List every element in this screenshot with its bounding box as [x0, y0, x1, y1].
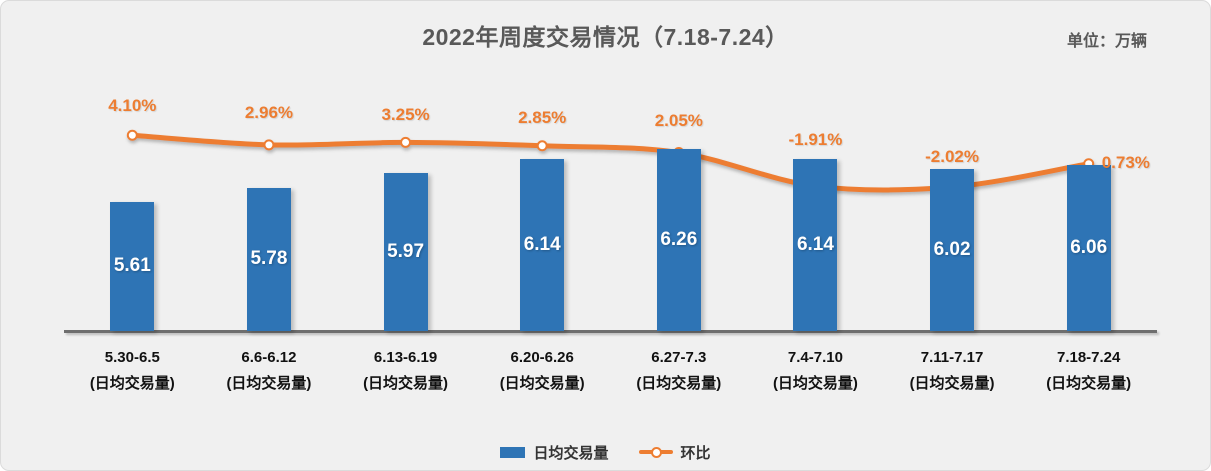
x-axis-week-range: 7.11-7.17: [920, 349, 984, 366]
bar: [656, 149, 701, 331]
line-point-marker: [400, 136, 412, 148]
x-axis-label: 6.6-6.12 (日均交易量): [199, 345, 339, 397]
chart-title: 2022年周度交易情况（7.18-7.24）: [422, 24, 789, 50]
x-axis-label: 7.11-7.17 (日均交易量): [882, 345, 1022, 397]
line-point-label: -2.02%: [925, 146, 979, 166]
unit-label: 单位：万辆: [1066, 33, 1147, 50]
x-axis-label: 6.20-6.26 (日均交易量): [472, 345, 612, 397]
bar-value-label: 6.02: [933, 238, 971, 260]
legend: 日均交易量 环比: [1, 439, 1210, 465]
line-point-label: 2.85%: [518, 107, 567, 127]
legend-line-marker-icon: [638, 445, 673, 459]
x-axis-label: 7.18-7.24 (日均交易量): [1019, 345, 1159, 397]
x-axis-week-range: 6.6-6.12: [241, 349, 297, 366]
x-axis-sublabel: (日均交易量): [909, 375, 995, 392]
line-point-marker: [263, 139, 275, 151]
bar-value-label: 6.06: [1070, 237, 1108, 259]
x-axis-sublabel: (日均交易量): [772, 375, 858, 392]
x-axis-week-range: 7.18-7.24: [1056, 349, 1121, 366]
bar-value-label: 6.14: [796, 233, 834, 255]
line-point-label: -1.91%: [788, 130, 843, 150]
bar: [383, 172, 428, 331]
x-axis-week-range: 6.20-6.26: [510, 349, 574, 366]
line-point-marker: [126, 129, 138, 141]
line-point-label: 2.96%: [244, 102, 294, 122]
bar-value-label: 5.61: [113, 255, 151, 277]
bar-value-label: 6.14: [523, 233, 561, 255]
x-axis-label: 6.13-6.19 (日均交易量): [336, 345, 476, 397]
x-axis-line: [64, 330, 1157, 333]
x-axis-sublabel: (日均交易量): [636, 375, 722, 392]
x-axis-label: 6.27-7.3 (日均交易量): [609, 345, 749, 397]
x-axis-week-range: 7.4-7.10: [787, 349, 843, 366]
x-axis-week-range: 6.13-6.19: [373, 349, 438, 366]
x-axis-sublabel: (日均交易量): [89, 375, 175, 392]
bar: [1066, 165, 1111, 331]
x-axis-sublabel: (日均交易量): [1046, 375, 1132, 392]
x-axis-week-range: 6.27-7.3: [651, 349, 707, 366]
x-axis-label: 5.30-6.5 (日均交易量): [62, 345, 202, 397]
line-point-label: 0.73%: [1101, 152, 1150, 172]
bar: [793, 158, 838, 331]
bar: [110, 201, 155, 331]
legend-bar-label: 日均交易量: [533, 444, 609, 462]
bar-value-label: 5.97: [387, 240, 425, 262]
bar-value-label: 5.78: [250, 248, 288, 270]
bar: [246, 187, 291, 331]
x-axis-label: 7.4-7.10 (日均交易量): [745, 345, 885, 397]
bar: [520, 158, 565, 331]
legend-bar-swatch-icon: [500, 446, 526, 458]
x-axis-sublabel: (日均交易量): [226, 375, 312, 392]
line-point-label: 3.25%: [381, 105, 430, 125]
legend-line-dot-icon: [650, 447, 662, 458]
line-point-label: 4.10%: [108, 96, 157, 116]
x-axis-sublabel: (日均交易量): [363, 375, 449, 392]
line-point-marker: [536, 140, 548, 152]
x-axis-week-range: 5.30-6.5: [104, 349, 160, 366]
line-point-label: 2.05%: [654, 110, 703, 130]
x-axis-sublabel: (日均交易量): [499, 375, 585, 392]
legend-line-label: 环比: [680, 444, 711, 462]
bar-value-label: 6.26: [660, 229, 698, 251]
bar: [930, 168, 975, 331]
